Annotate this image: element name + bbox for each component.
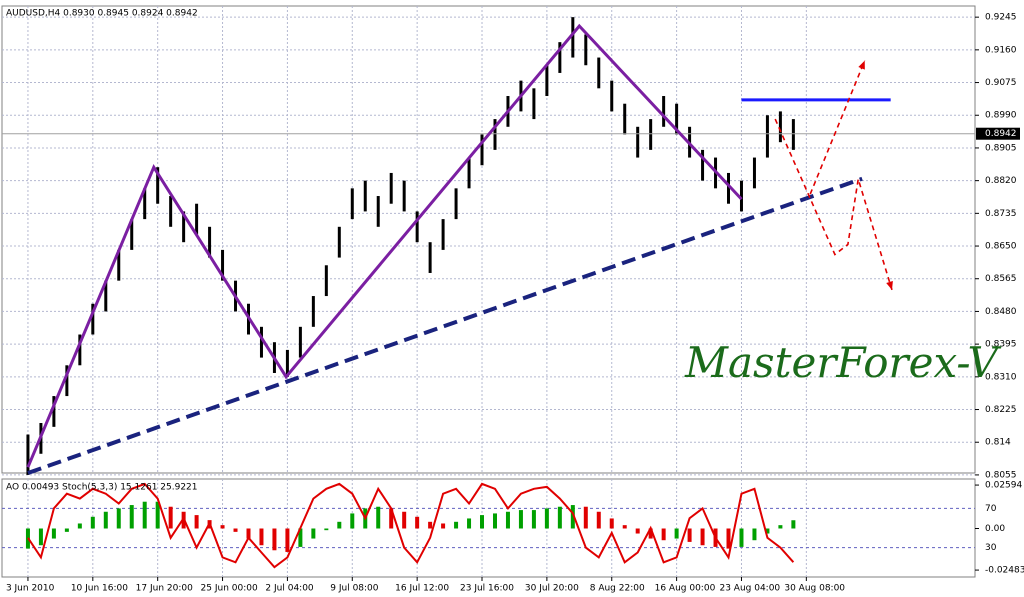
- x-tick-label: 23 Jul 16:00: [460, 584, 514, 594]
- y-tick-label: -0.02483: [985, 566, 1024, 576]
- arrow-head: [858, 60, 865, 70]
- arrow-head: [886, 280, 893, 290]
- x-tick-label: 17 Jun 20:00: [136, 584, 193, 594]
- y-tick-label: 0.8990: [985, 111, 1017, 121]
- drawn-line: [26, 23, 743, 468]
- y-tick-label: 0.8225: [985, 405, 1017, 415]
- main-panel: [1, 5, 976, 474]
- sub-panel: [1, 478, 976, 578]
- x-tick-label: 8 Aug 22:00: [590, 584, 645, 594]
- y-tick-label: 0.9160: [985, 45, 1017, 55]
- y-tick-label: 0.8310: [985, 372, 1017, 382]
- y-tick-label: 0.02594: [985, 481, 1022, 491]
- y2-tick-label: 70: [985, 504, 997, 514]
- x-tick-label: 9 Jul 08:00: [330, 584, 379, 594]
- y-tick-label: 0.8650: [985, 242, 1017, 252]
- x-tick-label: 30 Jul 20:00: [525, 584, 579, 594]
- y-tick-label: 0.8055: [985, 470, 1017, 480]
- x-tick-label: 10 Jun 16:00: [71, 584, 128, 594]
- y-tick-label: 0.8735: [985, 209, 1017, 219]
- y-tick-label: 0.00: [985, 524, 1005, 534]
- last-price-box: [976, 127, 1020, 140]
- drawn-line: [27, 176, 863, 475]
- drawn-line: [774, 118, 893, 291]
- y-tick-label: 0.8395: [985, 340, 1017, 350]
- y-tick-label: 0.9245: [985, 13, 1017, 23]
- x-tick-label: 2 Jul 04:00: [265, 584, 314, 594]
- x-tick-label: 16 Jul 12:00: [395, 584, 449, 594]
- watermark: MasterForex-V: [684, 338, 1002, 387]
- main-title: AUDUSD,H4 0.8930 0.8945 0.8924 0.8942: [6, 9, 198, 19]
- x-tick-label: 30 Aug 08:00: [784, 584, 845, 594]
- y-tick-label: 0.8565: [985, 274, 1017, 284]
- y-tick-label: 0.8905: [985, 143, 1017, 153]
- y2-tick-label: 30: [985, 543, 997, 553]
- x-tick-label: 23 Aug 04:00: [719, 584, 780, 594]
- x-tick-label: 3 Jun 2010: [6, 584, 55, 594]
- sub-title: AO 0.00493 Stoch(5,3,3) 15.1261 25.9221: [6, 483, 198, 493]
- y-tick-label: 0.814: [985, 438, 1011, 448]
- y-tick-label: 0.8820: [985, 176, 1017, 186]
- x-tick-label: 16 Aug 00:00: [655, 584, 716, 594]
- y-tick-label: 0.8480: [985, 307, 1017, 317]
- x-tick-label: 25 Jun 00:00: [201, 584, 258, 594]
- drawn-line: [809, 60, 866, 195]
- y-tick-label: 0.9075: [985, 78, 1017, 88]
- last-price-label: 0.8942: [985, 129, 1017, 139]
- stoch-line: [27, 482, 795, 569]
